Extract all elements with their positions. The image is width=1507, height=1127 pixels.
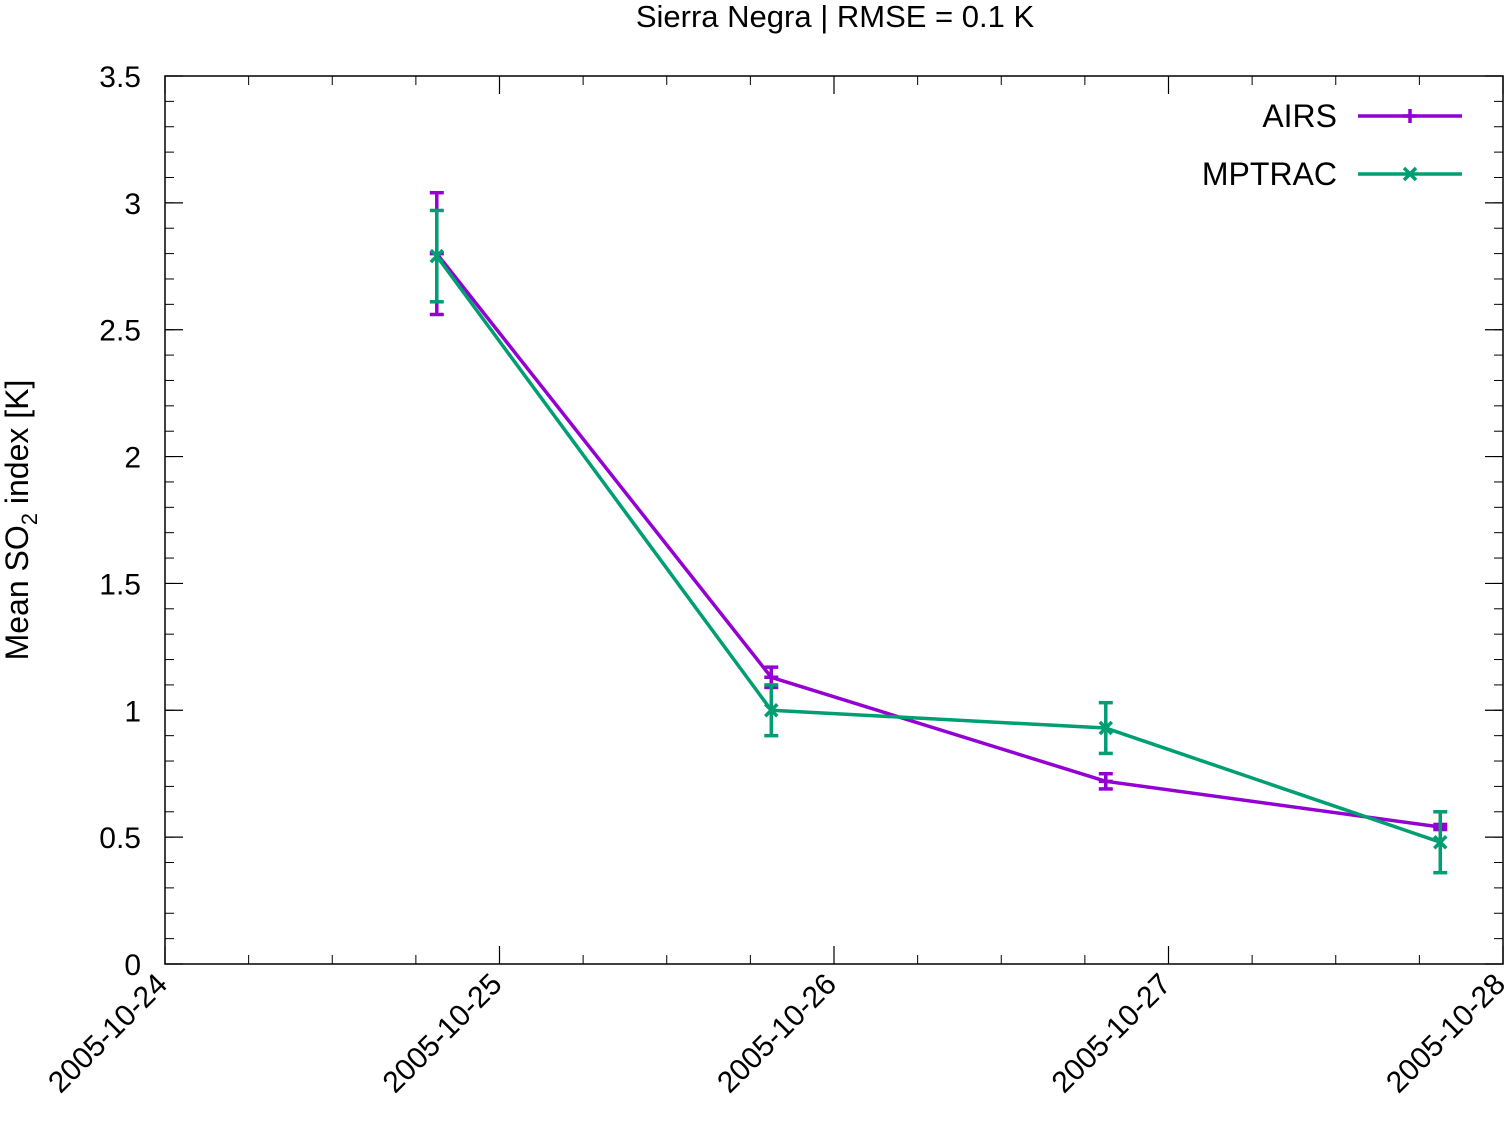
x-tick-label: 2005-10-25: [377, 968, 509, 1100]
data-point: [764, 670, 779, 685]
series-airs: [429, 190, 1448, 834]
legend-label: MPTRAC: [1202, 156, 1337, 192]
x-tick-label: 2005-10-27: [1046, 968, 1178, 1100]
y-tick-label: 2.5: [99, 315, 141, 348]
x-axis: 2005-10-24 2005-10-25 2005-10-26 2005-10-27…: [42, 76, 1507, 1099]
y-axis: 0 0.5 1 1.5 2 2.5 3 3.5: [99, 61, 1503, 982]
y-axis-label: Mean SO2 index [K]: [0, 380, 42, 661]
data-point: [1098, 720, 1114, 736]
data-point: [764, 703, 779, 718]
series-mptrac: [429, 208, 1448, 875]
y-tick-label: 1.5: [99, 568, 141, 601]
y-tick-label: 0: [124, 949, 141, 982]
series-line: [435, 252, 1441, 829]
x-tick-label: 2005-10-26: [711, 968, 843, 1100]
y-axis-label-subscript: 2: [17, 513, 42, 525]
data-point: [429, 248, 445, 264]
legend-entry-airs: AIRS: [1262, 98, 1462, 134]
data-point: [1433, 834, 1448, 850]
plot-area: [164, 75, 1504, 965]
x-tick-label: 2005-10-24: [42, 968, 174, 1100]
plot-border: [164, 75, 1504, 965]
legend: AIRS MPTRAC: [1202, 98, 1462, 192]
series-line: [435, 255, 1441, 844]
y-axis-label-main: Mean SO: [0, 525, 35, 660]
data-series: [429, 190, 1448, 875]
y-tick-label: 0.5: [99, 822, 141, 855]
x-tick-label: 2005-10-28: [1380, 968, 1507, 1100]
legend-entry-mptrac: MPTRAC: [1202, 156, 1462, 192]
y-tick-label: 3: [124, 188, 141, 221]
chart-title: Sierra Negra | RMSE = 0.1 K: [636, 0, 1035, 34]
data-point: [1098, 774, 1113, 789]
y-axis-label-unit: index [K]: [0, 380, 35, 513]
y-tick-label: 3.5: [99, 61, 141, 94]
y-tick-label: 2: [124, 442, 141, 475]
legend-marker: [1403, 109, 1417, 123]
y-tick-label: 1: [124, 695, 141, 728]
legend-marker: [1402, 166, 1418, 182]
legend-label: AIRS: [1262, 98, 1337, 134]
